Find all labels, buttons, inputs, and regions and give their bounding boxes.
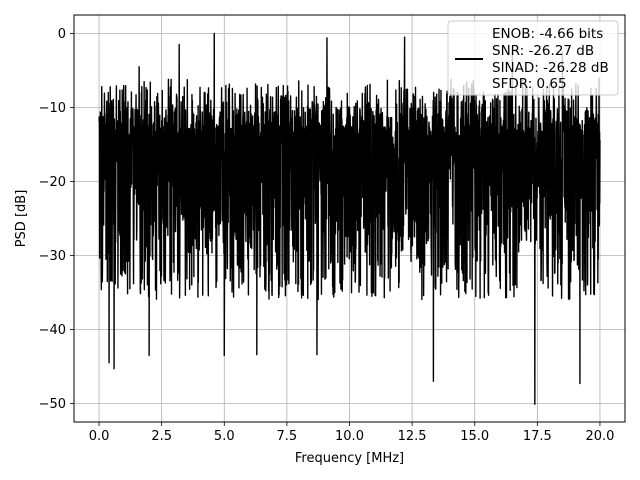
y-tick-label: −30 [39, 249, 66, 264]
legend-enob: ENOB: -4.66 bits [492, 26, 603, 42]
x-tick-label: 2.5 [151, 429, 172, 444]
x-tick-label: 12.5 [398, 429, 427, 444]
y-tick-label: −50 [39, 397, 66, 412]
legend: ENOB: -4.66 bits SNR: -26.27 dB SINAD: -… [447, 20, 619, 96]
x-tick-label: 0.0 [89, 429, 110, 444]
y-axis-label: PSD [dB] [14, 190, 29, 248]
x-tick-label: 5.0 [214, 429, 235, 444]
legend-sinad: SINAD: -26.28 dB [492, 60, 609, 76]
x-tick-label: 20.0 [585, 429, 614, 444]
y-tick-label: 0 [58, 27, 66, 42]
legend-sfdr: SFDR: 0.65 [492, 76, 567, 92]
y-tick-label: −20 [39, 175, 66, 190]
series-layer [98, 32, 601, 405]
x-tick-label: 10.0 [335, 429, 364, 444]
tick-labels: 0.0 2.5 5.0 7.5 10.0 12.5 15.0 17.5 20.0 0 −10 −20 −… [39, 27, 615, 444]
x-tick-label: 7.5 [277, 429, 298, 444]
legend-box [447, 20, 619, 96]
x-tick-label: 17.5 [523, 429, 552, 444]
x-tick-label: 15.0 [460, 429, 489, 444]
y-tick-label: −10 [39, 101, 66, 116]
ticks [70, 33, 601, 426]
y-tick-label: −40 [39, 323, 66, 338]
x-axis-label: Frequency [MHz] [295, 451, 404, 466]
legend-snr: SNR: -26.27 dB [492, 43, 594, 59]
psd-series-line [98, 32, 601, 405]
